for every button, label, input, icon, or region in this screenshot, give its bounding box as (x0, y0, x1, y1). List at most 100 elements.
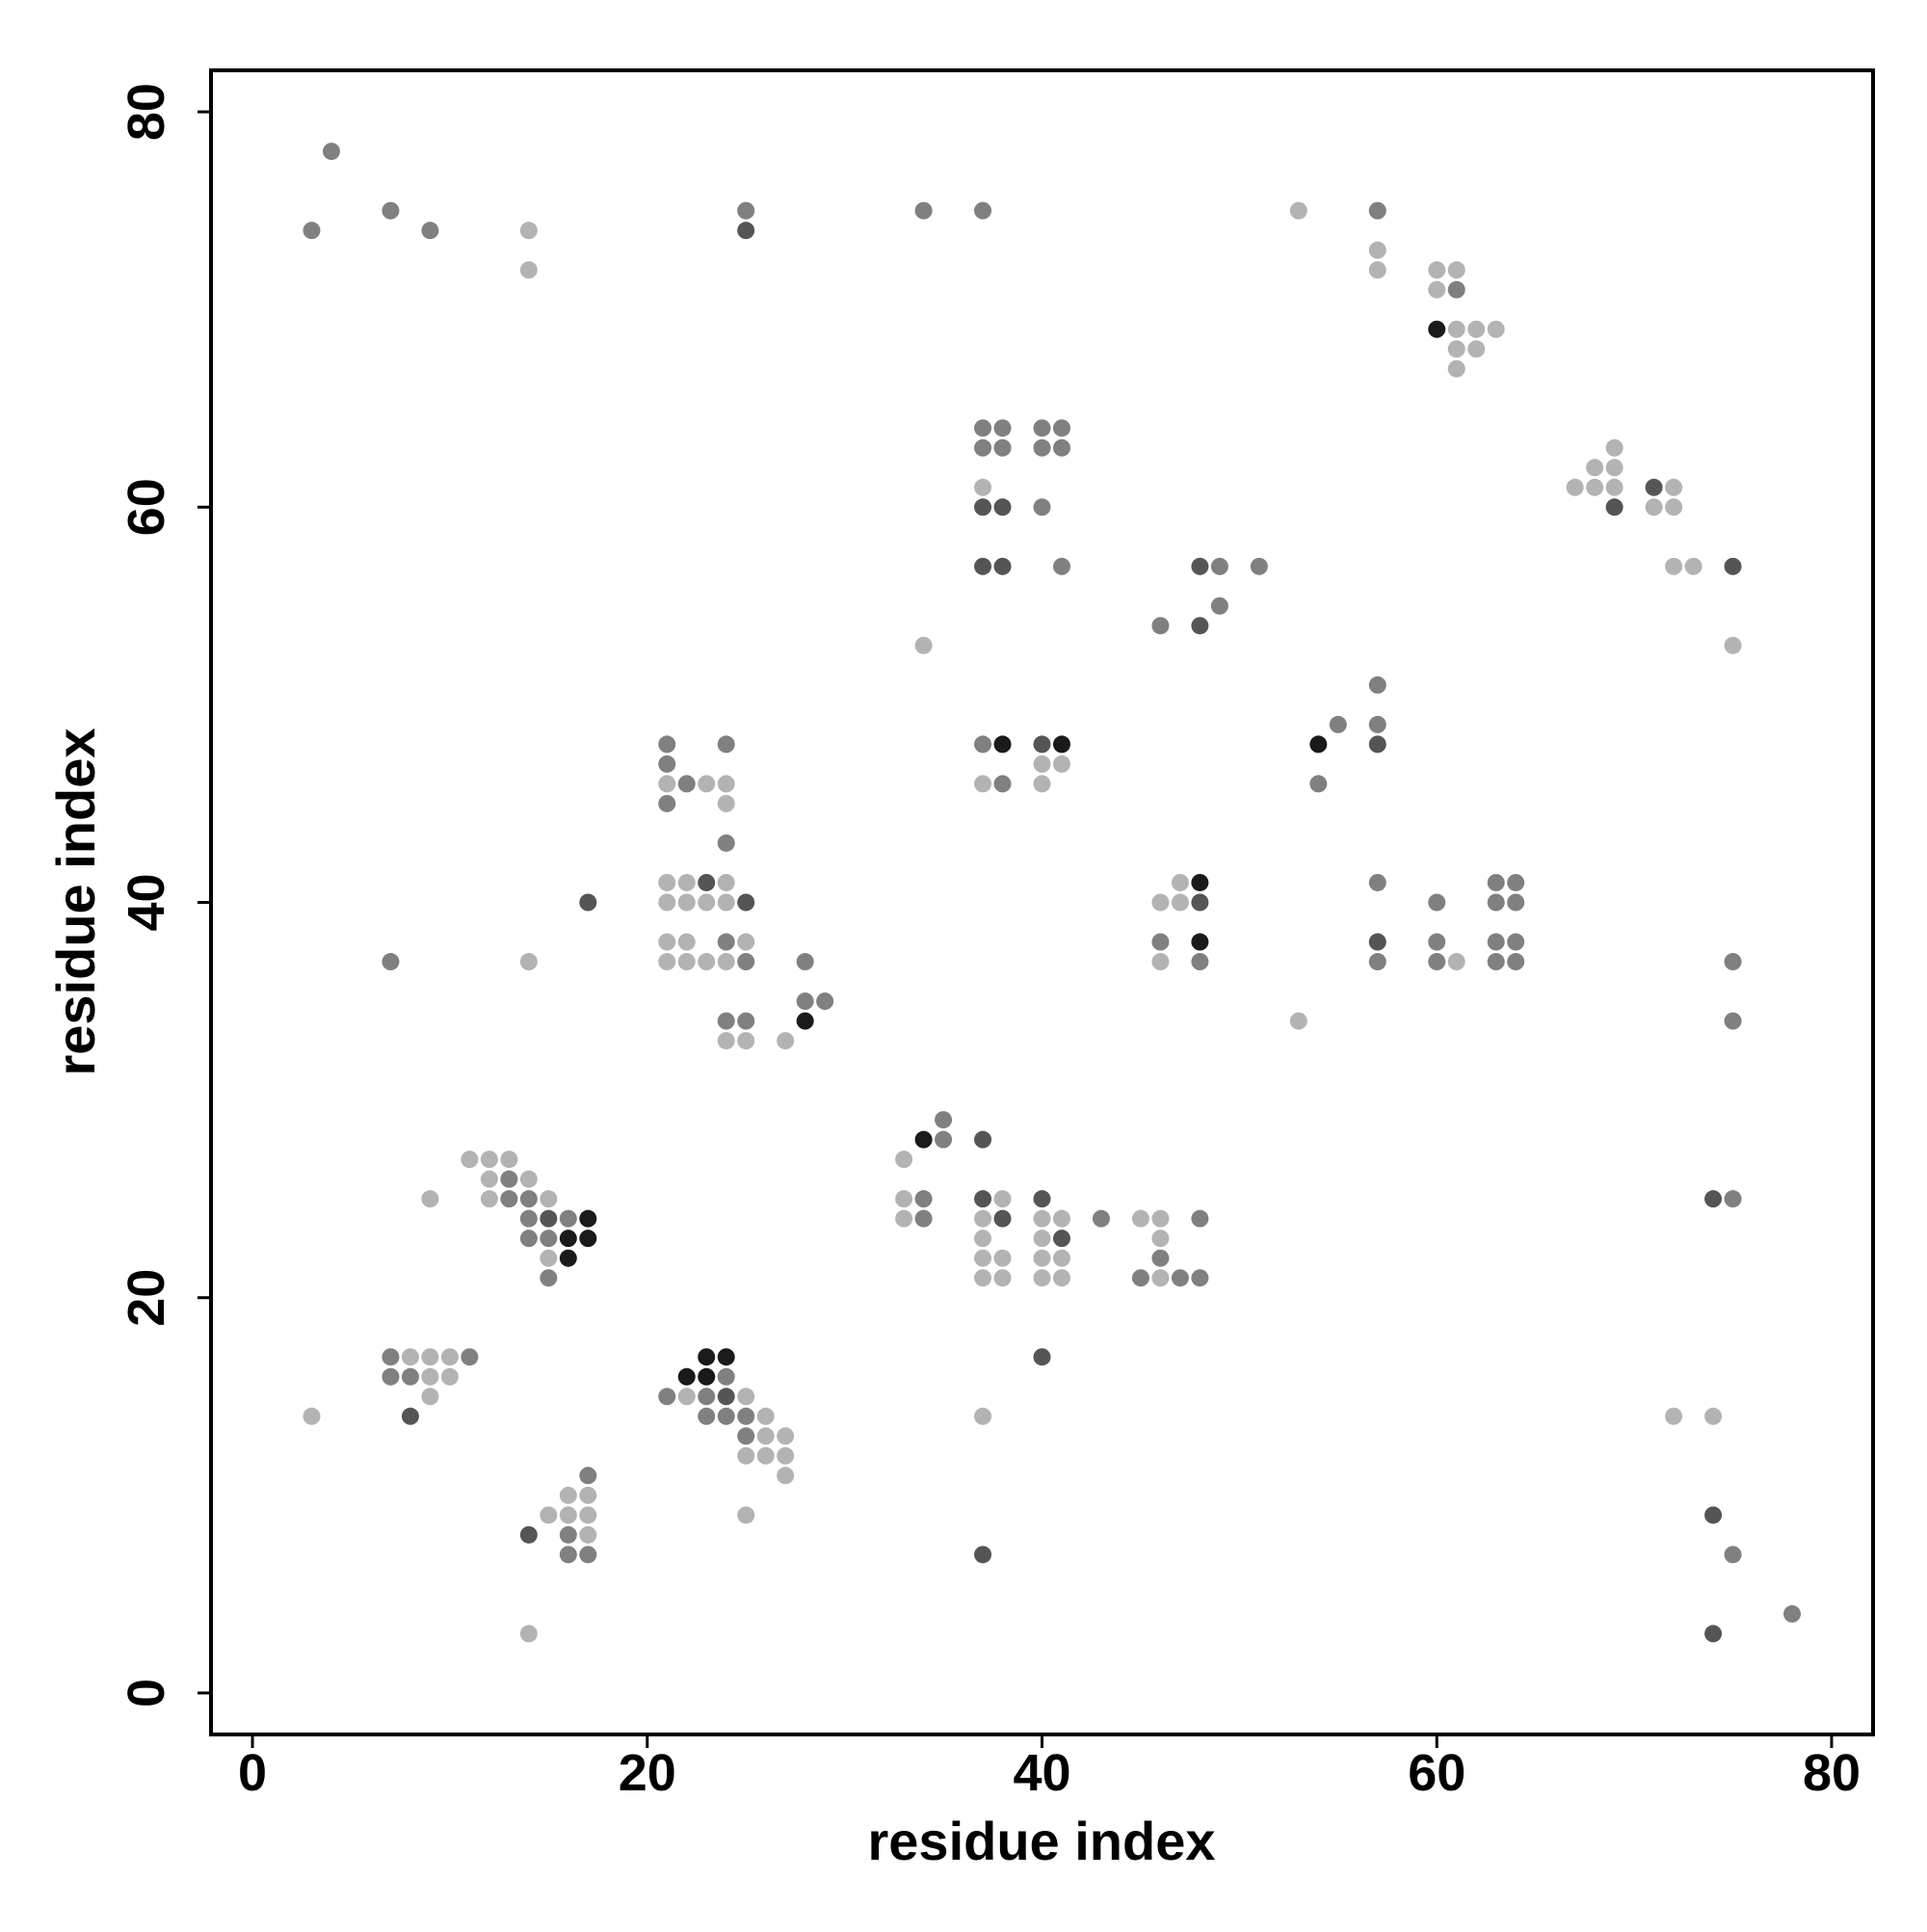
point (935, 1111, 953, 1129)
point (1605, 459, 1623, 477)
point (914, 636, 933, 654)
point (1724, 1190, 1742, 1208)
point (579, 1546, 597, 1564)
point (993, 438, 1012, 457)
point (717, 794, 735, 812)
point (993, 1190, 1012, 1208)
point (480, 1151, 498, 1169)
point (756, 1427, 775, 1445)
point (658, 754, 676, 773)
point (440, 1367, 459, 1386)
point (1033, 1230, 1051, 1248)
point (1665, 478, 1683, 496)
point (698, 1348, 716, 1366)
point (1151, 933, 1170, 951)
point (1151, 1209, 1170, 1228)
point (421, 1388, 439, 1406)
y-axis-title: residue index (45, 728, 106, 1075)
point (974, 419, 992, 437)
point (1033, 1190, 1051, 1208)
point (737, 1407, 755, 1425)
point (658, 735, 676, 754)
point (440, 1348, 459, 1366)
point (1428, 261, 1446, 279)
point (993, 775, 1012, 793)
point (717, 1388, 735, 1406)
point (717, 834, 735, 852)
point (1368, 201, 1386, 220)
point (737, 201, 755, 220)
point (1507, 873, 1525, 891)
point (421, 222, 439, 240)
point (461, 1348, 479, 1366)
point (382, 1367, 400, 1386)
point (1724, 636, 1742, 654)
point (698, 873, 716, 891)
point (658, 1388, 676, 1406)
point (1487, 933, 1505, 951)
point (737, 1388, 755, 1406)
point (717, 1348, 735, 1366)
point (519, 1525, 538, 1544)
point (1665, 498, 1683, 516)
point (1191, 933, 1209, 951)
point (1684, 557, 1703, 575)
point (480, 1190, 498, 1208)
point (421, 1190, 439, 1208)
point (974, 1130, 992, 1149)
point (677, 873, 696, 891)
point (737, 1446, 755, 1465)
point (1309, 735, 1328, 754)
point (777, 1032, 795, 1050)
point (974, 478, 992, 496)
point (698, 1367, 716, 1386)
point (658, 933, 676, 951)
point (519, 261, 538, 279)
point (1052, 1209, 1070, 1228)
point (1447, 320, 1465, 338)
point (1033, 438, 1051, 457)
point (777, 1446, 795, 1465)
point (1033, 735, 1051, 754)
point (500, 1190, 518, 1208)
point (1428, 953, 1446, 971)
point (974, 1546, 992, 1564)
point (914, 201, 933, 220)
point (1131, 1269, 1149, 1287)
point (717, 933, 735, 951)
point (677, 1388, 696, 1406)
point (816, 992, 834, 1011)
point (717, 775, 735, 793)
point (1191, 893, 1209, 912)
point (1033, 754, 1051, 773)
point (1428, 320, 1446, 338)
point (1368, 953, 1386, 971)
point (540, 1249, 558, 1267)
point (1507, 933, 1525, 951)
point (756, 1407, 775, 1425)
point (737, 893, 755, 912)
point (914, 1190, 933, 1208)
point (559, 1249, 577, 1267)
point (1131, 1209, 1149, 1228)
point (717, 873, 735, 891)
point (1289, 1012, 1307, 1030)
point (1428, 280, 1446, 299)
point (382, 953, 400, 971)
point (737, 1506, 755, 1524)
point (1368, 241, 1386, 259)
point (519, 1209, 538, 1228)
point (1033, 498, 1051, 516)
point (974, 1249, 992, 1267)
point (1724, 953, 1742, 971)
point (401, 1407, 419, 1425)
point (796, 953, 814, 971)
point (677, 775, 696, 793)
point (974, 201, 992, 220)
point (895, 1151, 913, 1169)
point (1507, 953, 1525, 971)
point (1428, 893, 1446, 912)
point (914, 1130, 933, 1149)
point (1052, 438, 1070, 457)
